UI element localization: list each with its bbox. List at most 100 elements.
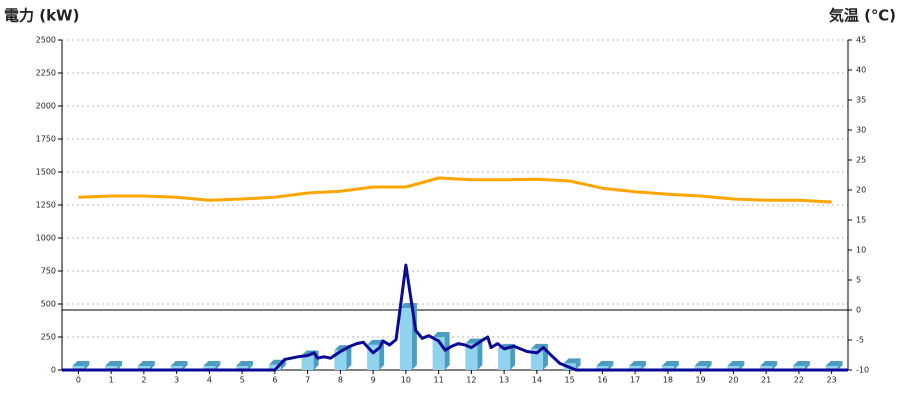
bar (530, 348, 543, 370)
y2-tick-label: 15 (856, 216, 866, 225)
y-tick-label: 500 (41, 300, 56, 309)
bar-top (203, 361, 221, 367)
bar-side (215, 361, 221, 370)
bar-side (444, 332, 450, 370)
y2-tick-label: -5 (856, 336, 864, 345)
bar (629, 366, 642, 370)
bar-side (804, 361, 810, 370)
bar (498, 348, 511, 370)
x-tick-label: 11 (434, 376, 444, 385)
bar-top (432, 332, 450, 337)
bar-top (727, 361, 745, 367)
bar-side (608, 361, 614, 370)
x-tick-label: 2 (141, 376, 146, 385)
x-tick-label: 6 (272, 376, 277, 385)
bar-side (477, 338, 483, 370)
bar (170, 366, 183, 370)
x-tick-label: 7 (305, 376, 310, 385)
y-tick-label: 1000 (36, 234, 56, 243)
x-tick-label: 1 (109, 376, 114, 385)
y2-tick-label: 30 (856, 126, 866, 135)
bar-side (117, 361, 123, 370)
line (78, 176, 832, 204)
bar-side (706, 361, 712, 370)
y-tick-label: 0 (51, 366, 56, 375)
bar (825, 366, 838, 370)
bar (105, 366, 118, 370)
bar-side (280, 359, 286, 370)
bar (661, 366, 674, 370)
bar-side (248, 361, 254, 370)
y-axis-title: 電力 (kW) (4, 7, 79, 25)
x-tick-label: 12 (466, 376, 476, 385)
bar-side (673, 361, 679, 370)
bar-top (629, 361, 647, 367)
bar (727, 366, 740, 370)
y-tick-label: 2000 (36, 102, 56, 111)
bar-side (837, 361, 843, 370)
bar-top (694, 361, 712, 367)
x-tick-label: 23 (827, 376, 837, 385)
y-tick-label: 250 (41, 333, 56, 342)
x-tick-label: 21 (761, 376, 771, 385)
bar-side (739, 361, 745, 370)
x-tick-label: 20 (728, 376, 738, 385)
y2-tick-label: 0 (856, 306, 861, 315)
bar (236, 366, 249, 370)
bar (465, 343, 478, 370)
x-tick-label: 15 (565, 376, 575, 385)
bar (694, 366, 707, 370)
bar-top (236, 361, 254, 367)
y2-tick-label: 10 (856, 246, 866, 255)
bar-side (772, 361, 778, 370)
bar (268, 364, 281, 370)
y2-tick-label: 5 (856, 276, 861, 285)
x-tick-label: 19 (696, 376, 706, 385)
x-tick-label: 22 (794, 376, 804, 385)
bar (203, 366, 216, 370)
x-tick-label: 8 (338, 376, 343, 385)
y-tick-label: 1500 (36, 168, 56, 177)
bar-top (661, 361, 679, 367)
bar (301, 355, 314, 370)
bar-side (182, 361, 188, 370)
y2-tick-label: 45 (856, 36, 866, 45)
x-tick-label: 17 (630, 376, 640, 385)
bar (596, 366, 609, 370)
x-tick-label: 0 (76, 376, 81, 385)
bar-top (137, 361, 155, 367)
bar-top (170, 361, 188, 367)
x-tick-label: 18 (663, 376, 673, 385)
y-tick-label: 2500 (36, 36, 56, 45)
bar-side (84, 361, 90, 370)
bar (760, 366, 773, 370)
bar-side (510, 343, 516, 370)
y2-tick-label: 20 (856, 186, 866, 195)
y2-tick-label: -10 (856, 366, 869, 375)
bar-side (575, 358, 581, 370)
bar-side (346, 345, 352, 370)
y-tick-label: 1250 (36, 201, 56, 210)
bar-top (792, 361, 810, 367)
line (62, 263, 848, 372)
x-tick-label: 4 (207, 376, 212, 385)
bar (137, 366, 150, 370)
y2-tick-label: 40 (856, 66, 866, 75)
x-tick-label: 13 (499, 376, 509, 385)
bar-top (72, 361, 90, 367)
y-tick-label: 750 (41, 267, 56, 276)
bar-top (563, 358, 581, 364)
x-tick-label: 3 (174, 376, 179, 385)
bar (399, 307, 412, 370)
y-tick-label: 2250 (36, 69, 56, 78)
y2-axis-title: 気温 (℃) (829, 7, 896, 25)
y2-tick-label: 25 (856, 156, 866, 165)
bar-top (825, 361, 843, 367)
bar (72, 366, 85, 370)
y2-tick-label: 35 (856, 96, 866, 105)
bar-top (596, 361, 614, 367)
y-tick-label: 1750 (36, 135, 56, 144)
x-tick-label: 9 (371, 376, 376, 385)
